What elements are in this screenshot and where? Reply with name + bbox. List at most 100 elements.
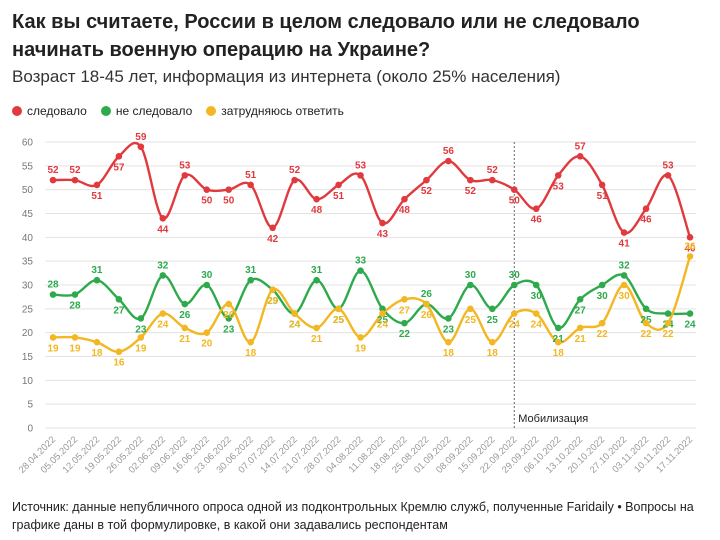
data-label-supported: 52 [487,165,499,176]
data-label-undecided: 21 [179,334,191,345]
data-point-not-supported [620,272,628,279]
data-label-supported: 57 [575,141,587,152]
data-label-supported: 50 [223,196,235,207]
data-label-not-supported: 28 [69,301,81,312]
data-point-undecided [137,334,145,341]
data-point-undecided [423,300,430,308]
legend-item-not-supported: не следовало [100,104,192,118]
data-label-undecided: 18 [487,348,499,359]
data-point-not-supported [137,315,145,322]
y-tick-label: 55 [22,161,34,172]
data-point-not-supported [401,319,408,327]
y-tick-label: 60 [22,138,34,149]
data-point-not-supported [642,305,650,313]
data-label-supported: 48 [399,205,411,216]
data-point-undecided [445,338,452,346]
data-label-undecided: 16 [113,358,125,369]
data-label-not-supported: 30 [465,270,477,281]
data-label-supported: 51 [597,191,609,202]
data-label-supported: 57 [113,162,125,173]
data-point-undecided [269,286,276,294]
data-point-supported [401,195,408,203]
data-label-not-supported: 31 [311,265,323,276]
data-label-not-supported: 32 [157,260,169,271]
data-point-supported [159,214,167,222]
data-label-not-supported: 25 [487,315,499,326]
data-point-undecided [313,324,320,332]
y-tick-label: 50 [22,185,34,196]
data-label-supported: 52 [465,186,477,197]
data-point-undecided [335,305,342,313]
data-point-undecided [664,319,672,327]
data-point-not-supported [115,296,123,303]
data-point-supported [489,176,496,184]
data-label-undecided: 24 [289,320,301,331]
data-label-supported: 46 [641,215,653,226]
data-label-undecided: 27 [399,305,411,316]
data-point-supported [225,186,233,193]
data-label-not-supported: 26 [179,310,191,321]
data-point-undecided [357,334,364,341]
data-point-not-supported [93,276,101,284]
data-point-supported [576,153,584,160]
data-point-undecided [554,338,562,346]
data-label-undecided: 29 [267,296,279,307]
data-label-supported: 41 [619,239,631,250]
data-label-undecided: 26 [421,310,433,321]
data-label-undecided: 24 [157,320,169,331]
y-tick-label: 45 [22,209,34,220]
data-point-undecided [576,324,584,332]
data-label-not-supported: 31 [245,265,257,276]
data-label-undecided: 18 [245,348,257,359]
data-label-not-supported: 23 [223,324,235,335]
data-label-undecided: 25 [465,315,477,326]
data-point-undecided [489,338,496,346]
y-tick-label: 20 [22,328,34,339]
data-point-undecided [49,334,57,341]
data-label-not-supported: 30 [509,270,521,281]
data-point-supported [247,181,254,189]
data-label-supported: 56 [443,146,455,157]
data-point-supported [510,186,518,193]
line-chart: 05101520253035404550556028.04.202205.05.… [17,132,696,476]
data-label-supported: 50 [201,196,213,207]
y-tick-label: 25 [22,304,34,315]
data-label-not-supported: 33 [355,256,367,267]
data-point-not-supported [247,276,254,284]
data-point-not-supported [225,315,233,322]
data-point-supported [137,143,145,151]
data-point-not-supported [489,305,496,313]
chart-subtitle: Возраст 18-45 лет, информация из интерне… [12,67,561,86]
data-label-supported: 46 [531,215,543,226]
data-label-supported: 52 [47,165,59,176]
y-tick-label: 35 [22,257,34,268]
data-point-undecided [247,338,254,346]
y-tick-label: 40 [22,233,34,244]
data-point-supported [379,219,386,227]
data-point-undecided [93,338,101,346]
data-point-not-supported [313,276,320,284]
data-point-not-supported [71,291,79,298]
data-label-not-supported: 27 [575,305,587,316]
data-point-undecided [225,300,233,308]
data-label-supported: 51 [245,170,257,181]
data-label-not-supported: 31 [91,265,103,276]
data-label-supported: 42 [267,234,279,245]
data-label-supported: 52 [421,186,433,197]
data-label-not-supported: 27 [113,305,125,316]
data-label-not-supported: 30 [531,291,543,302]
data-label-supported: 53 [355,160,367,171]
data-point-supported [620,229,628,236]
data-label-supported: 43 [377,229,389,240]
data-point-not-supported [510,281,518,289]
legend-label-supported: следовало [27,104,87,118]
data-label-supported: 52 [289,165,301,176]
data-label-undecided: 22 [597,329,609,340]
data-point-undecided [620,281,628,289]
y-tick-label: 15 [22,352,34,363]
y-tick-label: 0 [27,424,33,435]
data-label-not-supported: 25 [333,315,345,326]
data-label-undecided: 21 [575,334,587,345]
data-label-supported: 53 [553,181,565,192]
data-point-not-supported [181,300,189,308]
